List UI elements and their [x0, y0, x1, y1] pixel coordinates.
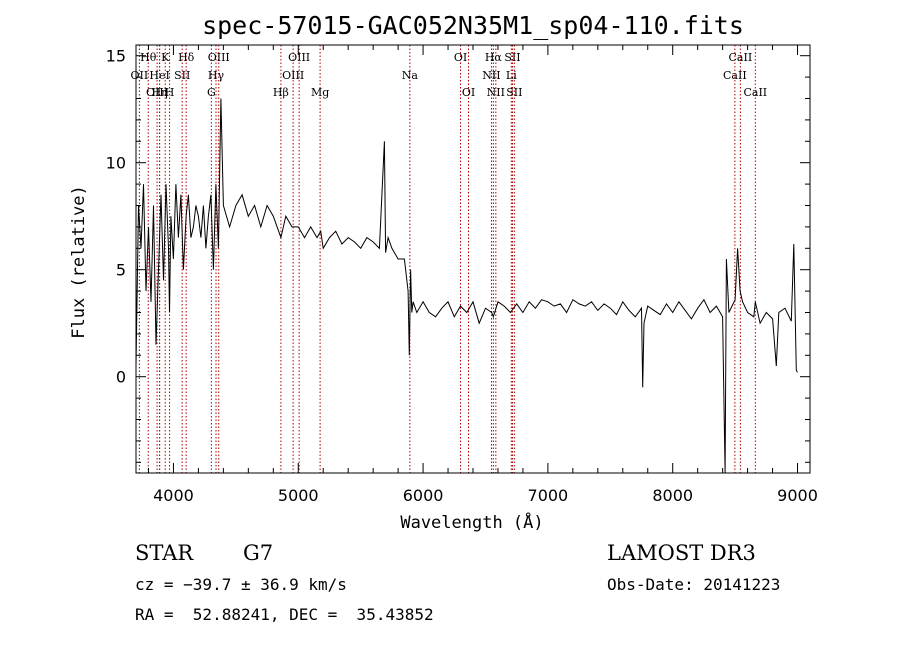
line-label-7: SII — [174, 69, 190, 82]
line-label-14: OIII — [288, 51, 310, 64]
line-label-11: OIII — [208, 51, 230, 64]
x-tick-label: 6000 — [403, 486, 444, 505]
emission-line-markers — [138, 45, 756, 473]
chart-title: spec-57015-GAC052N35M1_sp04-110.fits — [202, 11, 744, 40]
line-label-17: OI — [454, 51, 467, 64]
line-label-21: NII — [487, 86, 505, 99]
object-subclass: G7 — [243, 541, 274, 565]
y-tick-label: 10 — [106, 154, 126, 173]
plot-frame — [135, 44, 811, 474]
line-label-4: Hη — [151, 86, 167, 99]
redshift-velocity: cz = −39.7 ± 36.9 km/s — [135, 575, 347, 594]
axis-tick-labels: 4000 5000 6000 7000 8000 9000 0 5 10 15 — [106, 47, 818, 505]
spectrum-series-line — [135, 98, 798, 474]
object-class: STAR — [135, 541, 194, 565]
line-label-24: SII — [506, 86, 522, 99]
coordinates: RA = 52.88241, DEC = 35.43852 — [135, 605, 434, 624]
line-label-3: HeI — [149, 69, 169, 82]
observation-date: Obs-Date: 20141223 — [607, 575, 781, 594]
x-tick-label: 5000 — [278, 486, 319, 505]
x-axis-label: Wavelength (Å) — [400, 511, 543, 533]
line-label-6: H — [165, 86, 175, 99]
line-label-18: OI — [462, 86, 475, 99]
line-label-5: K — [161, 51, 170, 64]
line-label-2: OIII — [146, 86, 168, 99]
emission-line-labels: OII Hθ OIII HeI Hη K H SII Hδ G Hγ OIII Hβ OIII OIII Mg… — [131, 51, 768, 99]
y-tick-label: 5 — [116, 261, 126, 280]
line-label-0: OII — [131, 69, 149, 82]
line-label-19: NII — [482, 69, 500, 82]
x-tick-label: 7000 — [528, 486, 569, 505]
line-label-10: Hγ — [208, 69, 225, 82]
axis-ticks — [136, 45, 810, 473]
line-label-8: Hδ — [178, 51, 195, 64]
y-axis-label: Flux (relative) — [69, 185, 89, 339]
line-label-26: CaII — [729, 51, 753, 64]
line-label-27: CaII — [743, 86, 767, 99]
y-tick-label: 0 — [116, 368, 126, 387]
line-label-22: Li — [506, 69, 517, 82]
line-label-13: OIII — [282, 69, 304, 82]
line-label-9: G — [207, 86, 216, 99]
line-label-20: Hα — [485, 51, 503, 64]
line-label-12: Hβ — [273, 86, 289, 99]
x-tick-label: 8000 — [652, 486, 693, 505]
x-tick-label: 9000 — [777, 486, 818, 505]
line-label-23: SII — [504, 51, 520, 64]
survey-name: LAMOST DR3 — [607, 541, 756, 565]
line-label-16: Na — [402, 69, 419, 82]
x-tick-label: 4000 — [153, 486, 194, 505]
line-label-1: Hθ — [140, 51, 157, 64]
line-label-15: Mg — [311, 86, 329, 99]
y-tick-label: 15 — [106, 47, 126, 66]
line-label-25: CaII — [723, 69, 747, 82]
